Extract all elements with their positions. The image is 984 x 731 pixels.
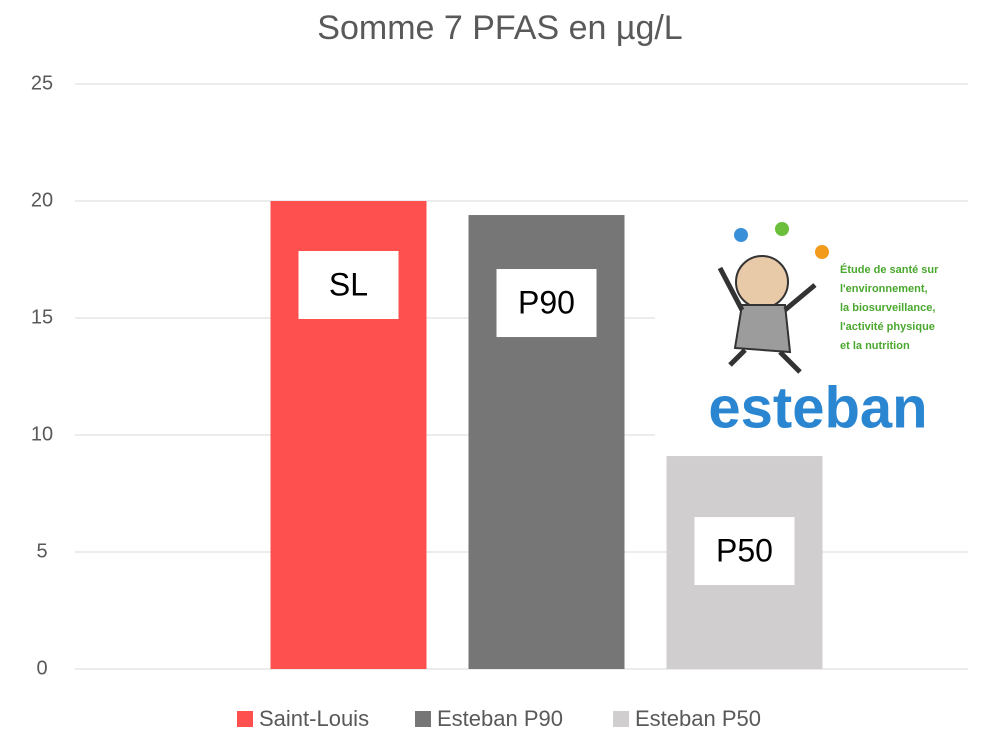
legend-swatch [415, 711, 431, 727]
logo-text: Étude de santé sur [840, 263, 939, 276]
legend-swatch [237, 711, 253, 727]
legend: Saint-Louis Esteban P90 Esteban P50 [237, 706, 761, 731]
logo-body [735, 305, 790, 352]
page: Somme 7 PFAS en µg/L 0510152025SLP90P50 … [0, 0, 984, 731]
logo-ball [815, 245, 829, 259]
legend-label: Esteban P50 [635, 706, 761, 731]
y-tick-label: 10 [31, 423, 53, 445]
y-tick-label: 5 [36, 540, 47, 562]
chart-title: Somme 7 PFAS en µg/L [317, 9, 682, 47]
bar-label: P90 [518, 284, 575, 320]
y-tick-label: 20 [31, 189, 53, 211]
logo-head [736, 256, 788, 308]
logo-text: la biosurveillance, [840, 302, 935, 314]
legend-label: Esteban P90 [437, 706, 563, 731]
legend-swatch [613, 711, 629, 727]
legend-label: Saint-Louis [259, 706, 369, 731]
bar-label: P50 [716, 533, 773, 569]
bar-label: SL [329, 266, 368, 302]
logo-ball [775, 222, 789, 236]
logo-text: l'activité physique [840, 321, 935, 333]
y-tick-label: 0 [36, 657, 47, 679]
chart: Somme 7 PFAS en µg/L 0510152025SLP90P50 … [0, 0, 984, 731]
y-tick-label: 15 [31, 306, 53, 328]
logo-text: et la nutrition [840, 340, 910, 352]
logo-word: esteban [708, 375, 927, 440]
logo: Étude de santé sur l'environnement, la bio… [655, 218, 973, 440]
y-tick-label: 25 [31, 72, 53, 94]
logo-text: l'environnement, [840, 283, 928, 295]
logo-ball [734, 228, 748, 242]
